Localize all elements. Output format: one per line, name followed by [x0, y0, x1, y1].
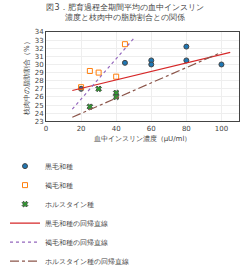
- svg-text:30: 30: [35, 61, 44, 69]
- svg-text:黒毛和種: 黒毛和種: [45, 163, 73, 171]
- svg-text:23: 23: [35, 118, 44, 126]
- svg-text:28: 28: [35, 77, 44, 85]
- svg-text:0: 0: [44, 125, 48, 133]
- svg-text:80: 80: [182, 125, 191, 133]
- svg-text:33: 33: [35, 37, 44, 45]
- svg-text:ホルスタイン種の回帰直線: ホルスタイン種の回帰直線: [45, 258, 129, 266]
- svg-text:27: 27: [35, 85, 44, 93]
- svg-text:60: 60: [147, 125, 156, 133]
- svg-text:図3．肥育過程全期間平均の血中インスリン濃度と枝肉中の脂肪割: 図3．肥育過程全期間平均の血中インスリン濃度と枝肉中の脂肪割合との関係: [46, 3, 203, 22]
- svg-text:31: 31: [35, 53, 44, 61]
- svg-text:血中インスリン濃度（μU/ml）: 血中インスリン濃度（μU/ml）: [94, 135, 192, 143]
- svg-text:29: 29: [35, 69, 44, 77]
- svg-text:20: 20: [77, 125, 86, 133]
- svg-text:100: 100: [215, 125, 228, 133]
- svg-text:褐毛和種の回帰直線: 褐毛和種の回帰直線: [45, 239, 108, 247]
- svg-text:褐毛和種: 褐毛和種: [45, 182, 73, 190]
- svg-text:25: 25: [35, 102, 44, 110]
- svg-text:枝肉中の脂肪割合（%）: 枝肉中の脂肪割合（%）: [23, 38, 31, 116]
- svg-text:ホルスタイン種: ホルスタイン種: [45, 201, 94, 209]
- svg-text:黒毛和種の回帰直線: 黒毛和種の回帰直線: [45, 220, 108, 228]
- svg-text:34: 34: [35, 28, 44, 36]
- svg-text:24: 24: [35, 110, 44, 118]
- svg-text:26: 26: [35, 93, 44, 101]
- svg-text:40: 40: [112, 125, 121, 133]
- svg-text:32: 32: [35, 45, 44, 53]
